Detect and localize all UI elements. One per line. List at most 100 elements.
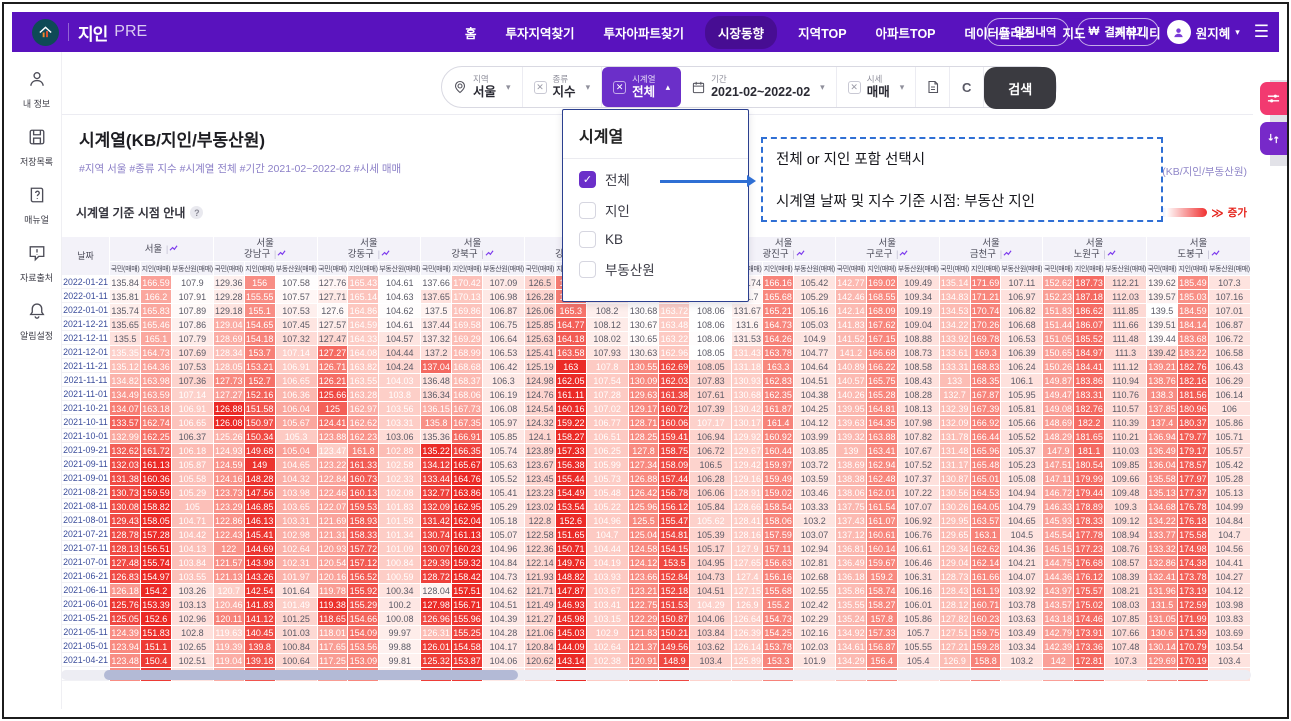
table-cell: 180.96 <box>1177 402 1208 415</box>
table-cell: 123.23 <box>524 486 555 499</box>
table-cell: 140.57 <box>835 374 866 387</box>
sidebar-item-알림설정[interactable]: 알림설정 <box>12 302 61 342</box>
type-filter[interactable]: ✕ 종류 지수 ▾ <box>523 67 603 107</box>
table-cell: 167.62 <box>866 318 897 331</box>
table-cell: 164.36 <box>141 360 171 373</box>
dropdown-option-전체[interactable]: ✓ 전체 <box>579 169 732 189</box>
chart-link-icon[interactable] <box>277 249 286 257</box>
checkbox-checked-icon[interactable]: ✓ <box>579 170 596 188</box>
table-cell: 156.38 <box>555 458 586 471</box>
sidebar-item-저장목록[interactable]: 저장목록 <box>12 128 61 168</box>
date-cell: 2021-11-21 <box>62 360 110 373</box>
sidebar-item-내 정보[interactable]: 내 정보 <box>12 70 61 110</box>
hamburger-menu-icon[interactable]: ☰ <box>1253 22 1269 41</box>
clear-x-icon[interactable]: ✕ <box>613 80 627 94</box>
price-filter[interactable]: ✕ 시세 매매 ▾ <box>837 67 917 107</box>
table-cell: 103.55 <box>171 570 213 583</box>
table-cell: 143.97 <box>1043 584 1074 597</box>
checkbox-unchecked-icon[interactable] <box>579 201 596 219</box>
refresh-button[interactable]: C <box>950 67 985 107</box>
dropdown-option-KB[interactable]: KB <box>579 231 732 248</box>
region-filter[interactable]: 지역 서울 ▾ <box>442 67 523 107</box>
table-cell: 107.52 <box>897 458 939 471</box>
table-cell: 155.96 <box>452 612 482 625</box>
table-cell: 105.28 <box>1208 472 1250 485</box>
table-cell: 107.85 <box>1105 612 1147 625</box>
dropdown-option-지인[interactable]: 지인 <box>579 200 732 220</box>
table-cell: 186.07 <box>1074 318 1105 331</box>
nav-item-투자지역찾기[interactable]: 투자지역찾기 <box>505 26 575 41</box>
nav-item-아파트TOP[interactable]: 아파트TOP <box>875 26 936 41</box>
table-row: 2021-08-01 129.43 158.05 104.71 122.86 146.13… <box>62 514 1250 527</box>
payment-button[interactable]: ₩ 결제하기 <box>1076 18 1159 46</box>
chart-link-icon[interactable] <box>796 249 805 257</box>
table-cell: 104.71 <box>171 514 213 527</box>
table-row: 2021-10-01 132.99 162.25 106.37 125.26 150.34… <box>62 430 1250 443</box>
table-cell: 159.67 <box>866 556 897 569</box>
chart-link-icon[interactable] <box>381 249 390 257</box>
table-cell: 106.65 <box>275 374 317 387</box>
table-cell: 102.51 <box>171 654 213 667</box>
table-cell: 103.65 <box>275 500 317 513</box>
table-cell: 103.07 <box>794 528 835 541</box>
table-cell: 163.59 <box>141 388 171 401</box>
alerts-button[interactable]: 알림내역 <box>986 18 1069 46</box>
search-button[interactable]: 검색 <box>984 67 1057 109</box>
help-icon[interactable]: ? <box>190 206 204 219</box>
horizontal-scrollbar-track[interactable] <box>61 670 1251 680</box>
table-cell: 142.39 <box>1043 640 1074 653</box>
table-cell: 108.06 <box>690 304 732 317</box>
table-cell: 133.57 <box>110 416 141 429</box>
clear-x-icon[interactable]: ✕ <box>847 80 861 94</box>
nav-item-지역TOP[interactable]: 지역TOP <box>798 26 847 41</box>
table-cell: 103.93 <box>586 570 628 583</box>
bell-icon <box>998 26 1009 38</box>
checkbox-unchecked-icon[interactable] <box>579 260 596 278</box>
series-dropdown-panel: 시계열 ✓ 전체 지인 KB 부동산원 <box>562 109 749 302</box>
table-cell: 104.62 <box>379 304 421 317</box>
table-cell: 119.38 <box>317 598 348 611</box>
filter-panel-toggle[interactable] <box>1260 82 1287 115</box>
table-cell: 103.2 <box>794 514 835 527</box>
region-label: 지역 <box>473 73 489 84</box>
series-filter-open[interactable]: ✕ 시계열 전체 ▴ <box>602 67 682 107</box>
table-cell: 166.44 <box>970 430 1001 443</box>
table-cell: 108.05 <box>690 360 732 373</box>
chart-link-icon[interactable] <box>485 249 494 257</box>
table-cell: 104.9 <box>794 332 835 345</box>
table-cell: 165.14 <box>348 290 379 303</box>
table-cell: 103.4 <box>690 654 732 667</box>
clear-x-icon[interactable]: ✕ <box>533 80 547 94</box>
sidebar-item-자료출처[interactable]: 자료출처 <box>12 244 61 284</box>
checkbox-unchecked-icon[interactable] <box>579 231 596 248</box>
chart-link-icon[interactable] <box>899 249 908 257</box>
chart-link-icon[interactable] <box>1107 249 1116 257</box>
table-cell: 153.3 <box>763 654 794 667</box>
table-cell: 121.27 <box>524 612 555 625</box>
export-report-button[interactable] <box>916 67 951 107</box>
table-cell: 164.53 <box>970 486 1001 499</box>
horizontal-scrollbar-thumb[interactable] <box>104 670 518 680</box>
subcolumn-header: 국민(매매) <box>939 262 970 275</box>
table-cell: 126.01 <box>421 640 452 653</box>
chevron-down-icon: ▾ <box>820 81 825 92</box>
nav-item-투자아파트찾기[interactable]: 투자아파트찾기 <box>603 26 685 41</box>
chart-link-icon[interactable] <box>1211 249 1220 257</box>
chart-link-icon[interactable] <box>169 244 178 252</box>
period-filter[interactable]: 기간 2021-02~2022-02 ▾ <box>681 67 837 107</box>
chart-link-icon[interactable] <box>1003 249 1012 257</box>
nav-item-홈[interactable]: 홈 <box>465 26 477 41</box>
table-cell: 105.7 <box>897 626 939 639</box>
sidebar-item-매뉴얼[interactable]: 매뉴얼 <box>12 186 61 226</box>
nav-item-시장동향[interactable]: 시장동향 <box>705 15 778 49</box>
table-cell: 106.37 <box>171 430 213 443</box>
dropdown-option-부동산원[interactable]: 부동산원 <box>579 259 732 279</box>
table-row: 2021-11-01 134.49 163.59 107.14 127.27 152.16… <box>62 388 1250 401</box>
compare-panel-toggle[interactable] <box>1260 122 1287 155</box>
date-cell: 2021-06-11 <box>62 584 110 597</box>
brand-logo[interactable]: 지인 PRE <box>32 18 147 46</box>
table-cell: 174.38 <box>1177 556 1208 569</box>
user-menu[interactable]: 원지혜 ▾ <box>1166 20 1240 44</box>
table-cell: 139.44 <box>1147 332 1177 345</box>
table-cell: 149.08 <box>1043 402 1074 415</box>
